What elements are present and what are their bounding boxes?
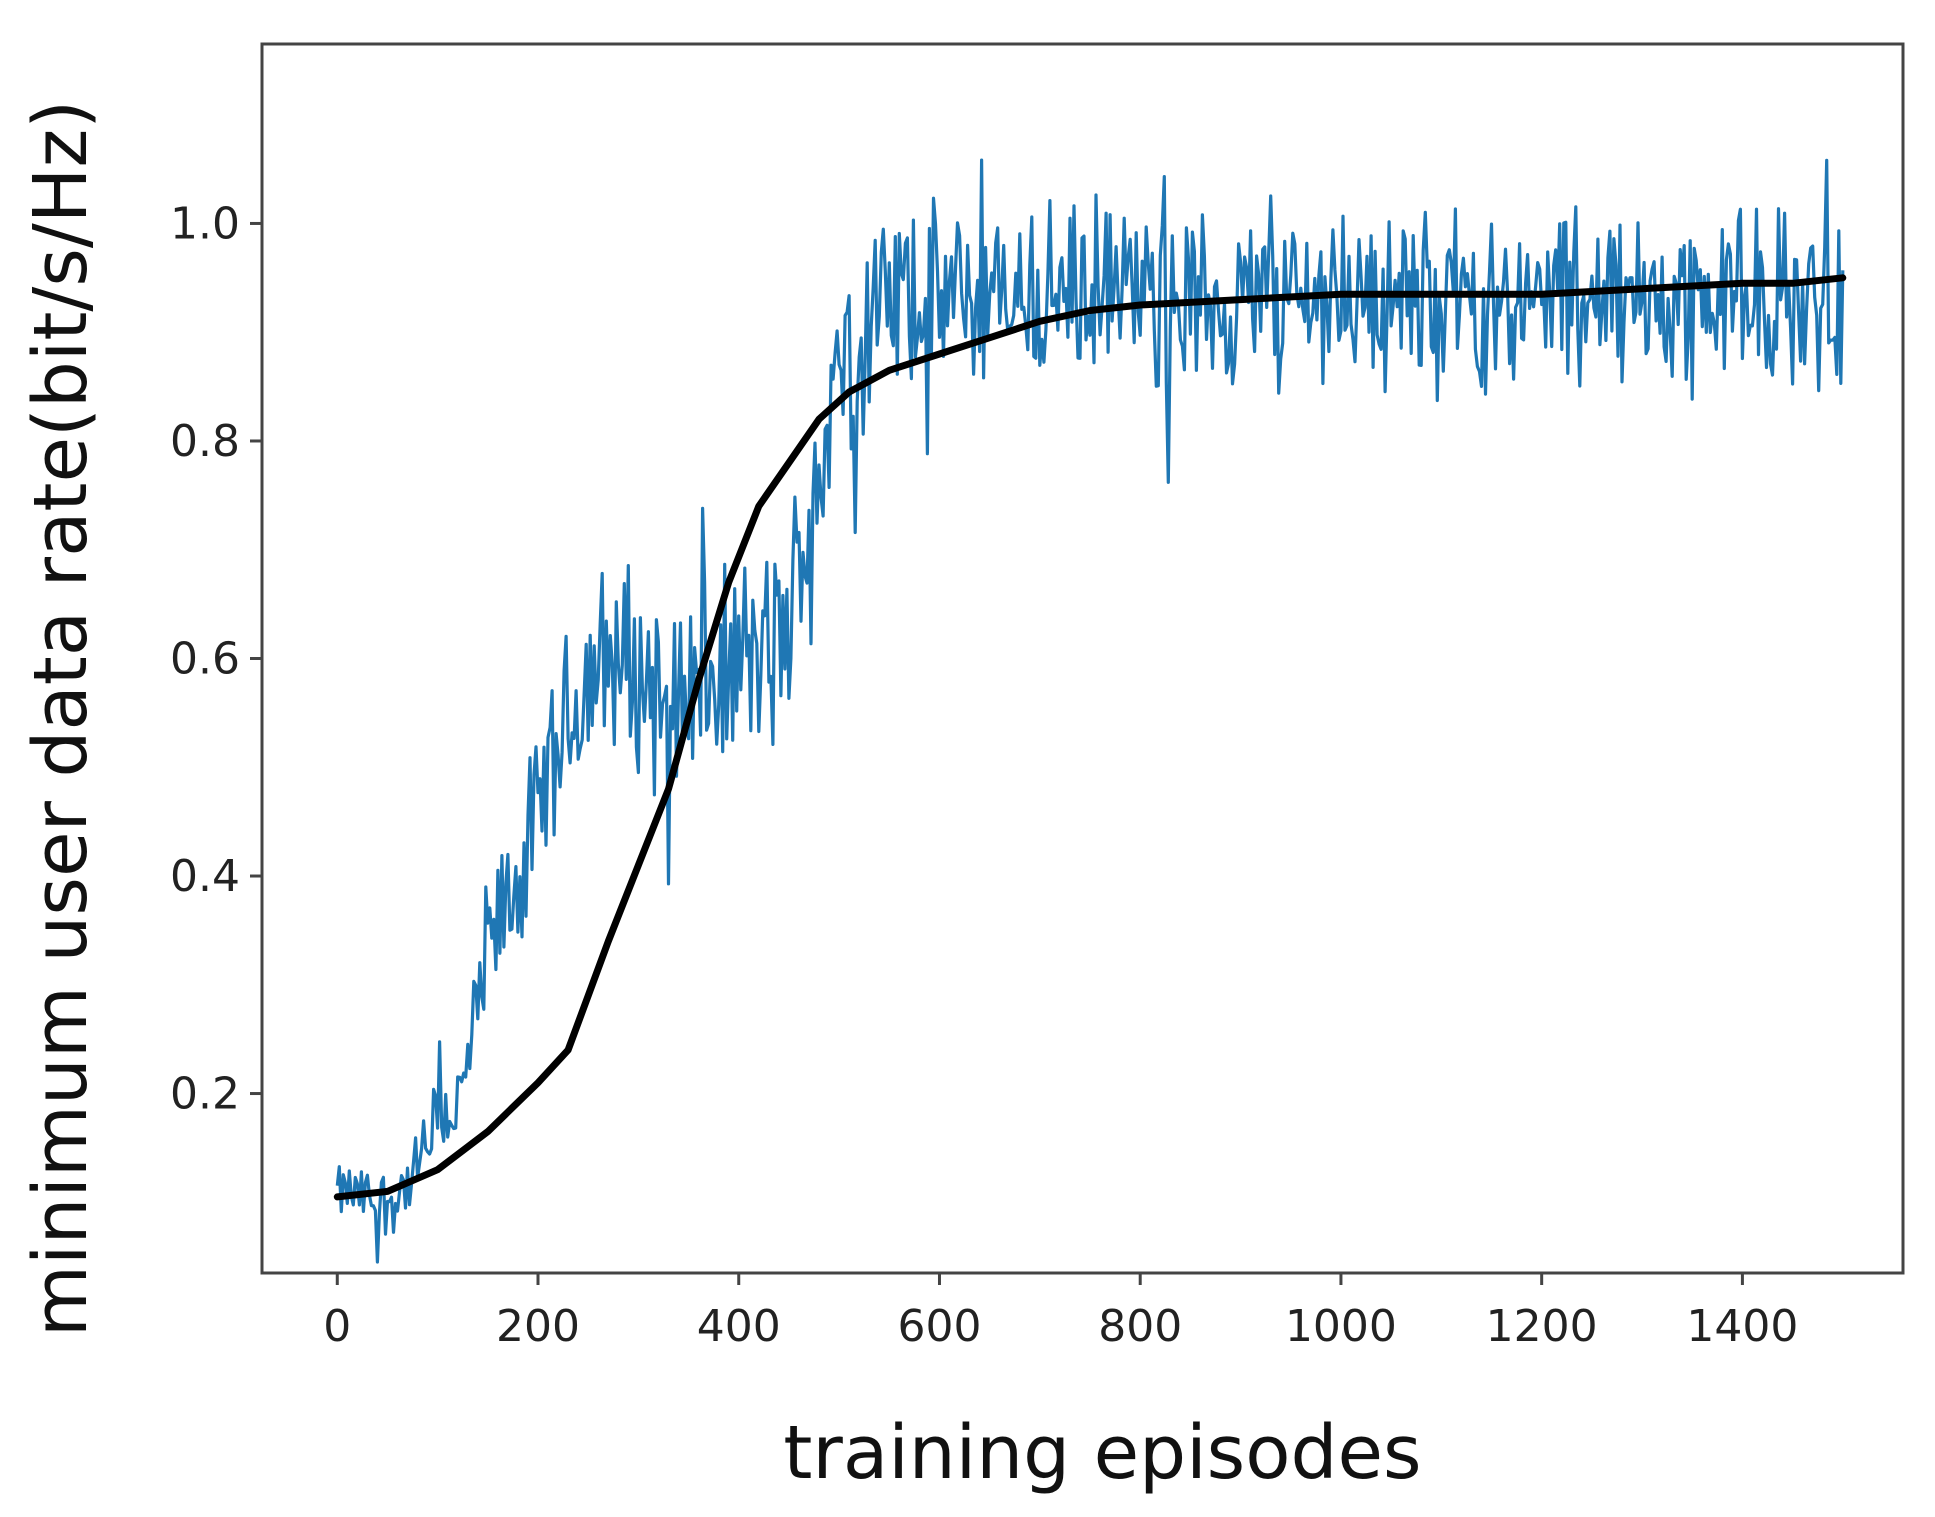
x-tick-label: 1200	[1486, 1301, 1598, 1352]
y-tick-label: 0.4	[170, 851, 240, 902]
raw-reward-line	[335, 158, 1845, 1264]
y-tick-label: 0.8	[170, 416, 240, 467]
y-tick-label: 0.2	[170, 1069, 240, 1120]
smoothed-trend-line	[333, 274, 1847, 1201]
plot-area	[333, 158, 1847, 1264]
x-tick-label: 1000	[1285, 1301, 1397, 1352]
x-tick-label: 600	[897, 1301, 981, 1352]
x-axis-title: training episodes	[783, 1410, 1421, 1496]
x-tick-label: 200	[496, 1301, 580, 1352]
x-tick-label: 0	[323, 1301, 351, 1352]
y-axis-title: minimum user data rate(bit/s/Hz)	[18, 100, 104, 1337]
x-tick-label: 800	[1098, 1301, 1182, 1352]
y-tick-label: 0.6	[170, 634, 240, 685]
plot-frame	[260, 42, 1905, 1275]
x-tick-label: 1400	[1686, 1301, 1798, 1352]
x-tick-label: 400	[697, 1301, 781, 1352]
x-axis-ticks: 0 200 400 600 800 1000 1200 1400	[323, 1273, 1798, 1352]
y-axis-ticks: 0.2 0.4 0.6 0.8 1.0	[170, 198, 262, 1120]
y-tick-label: 1.0	[170, 198, 240, 249]
